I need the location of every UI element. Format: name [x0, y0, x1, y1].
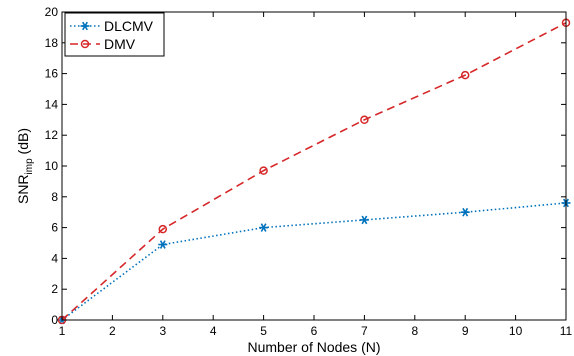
- legend: DLCMV DMV: [64, 12, 165, 57]
- legend-box: [64, 12, 165, 57]
- series-line: [61, 202, 567, 321]
- data-point: [259, 166, 268, 175]
- x-tick-label: 11: [560, 324, 573, 338]
- series-dlcmv: [57, 198, 571, 325]
- legend-marker: [80, 21, 90, 31]
- y-tick-label: 16: [45, 67, 59, 81]
- data-point: [460, 207, 470, 217]
- x-tick-label: 6: [311, 324, 318, 338]
- x-axis-title: Number of Nodes (N): [247, 339, 380, 355]
- legend-item: DLCMV: [70, 18, 154, 34]
- series-layer: [57, 18, 571, 325]
- series-line: [61, 22, 567, 321]
- data-point: [360, 115, 369, 125]
- y-tick-label: 18: [45, 36, 59, 50]
- x-tick-label: 4: [210, 324, 217, 338]
- legend-marker: [80, 39, 90, 49]
- legend-items: DLCMV DMV: [70, 18, 154, 52]
- y-axis-title-main: SNR: [15, 174, 31, 204]
- y-tick-label: 10: [45, 159, 59, 173]
- x-tick-label: 3: [159, 324, 166, 338]
- y-tick-label: 4: [51, 251, 58, 265]
- x-tick-label: 2: [109, 324, 116, 338]
- x-tick-label: 1: [59, 324, 66, 338]
- legend-label: DLCMV: [104, 18, 154, 34]
- y-axis-title: SNRimp (dB): [15, 128, 35, 204]
- y-axis-title-subscript: imp: [24, 158, 35, 175]
- data-point: [158, 224, 168, 234]
- data-point: [158, 240, 168, 249]
- axis-ticks: [61, 11, 567, 321]
- x-tick-label: 5: [260, 324, 267, 338]
- data-point: [359, 215, 369, 225]
- plot-frame: [61, 11, 567, 321]
- x-tick-label: 9: [462, 324, 469, 338]
- legend-item: DMV: [70, 36, 136, 52]
- x-tick-label: 10: [509, 324, 523, 338]
- y-tick-label: 14: [45, 97, 59, 111]
- y-tick-label: 12: [45, 128, 59, 142]
- y-tick-label: 8: [51, 190, 58, 204]
- y-axis-title-unit: (dB): [15, 128, 31, 158]
- data-point: [259, 223, 269, 232]
- data-point: [460, 70, 470, 80]
- y-tick-label: 2: [51, 282, 58, 296]
- x-tick-label: 7: [361, 324, 368, 338]
- y-tick-label: 6: [51, 221, 58, 235]
- x-tick-label: 8: [411, 324, 418, 338]
- series-dmv: [57, 18, 571, 325]
- legend-label: DMV: [104, 36, 136, 52]
- y-tick-label: 20: [45, 5, 59, 19]
- y-tick-label: 0: [51, 313, 58, 327]
